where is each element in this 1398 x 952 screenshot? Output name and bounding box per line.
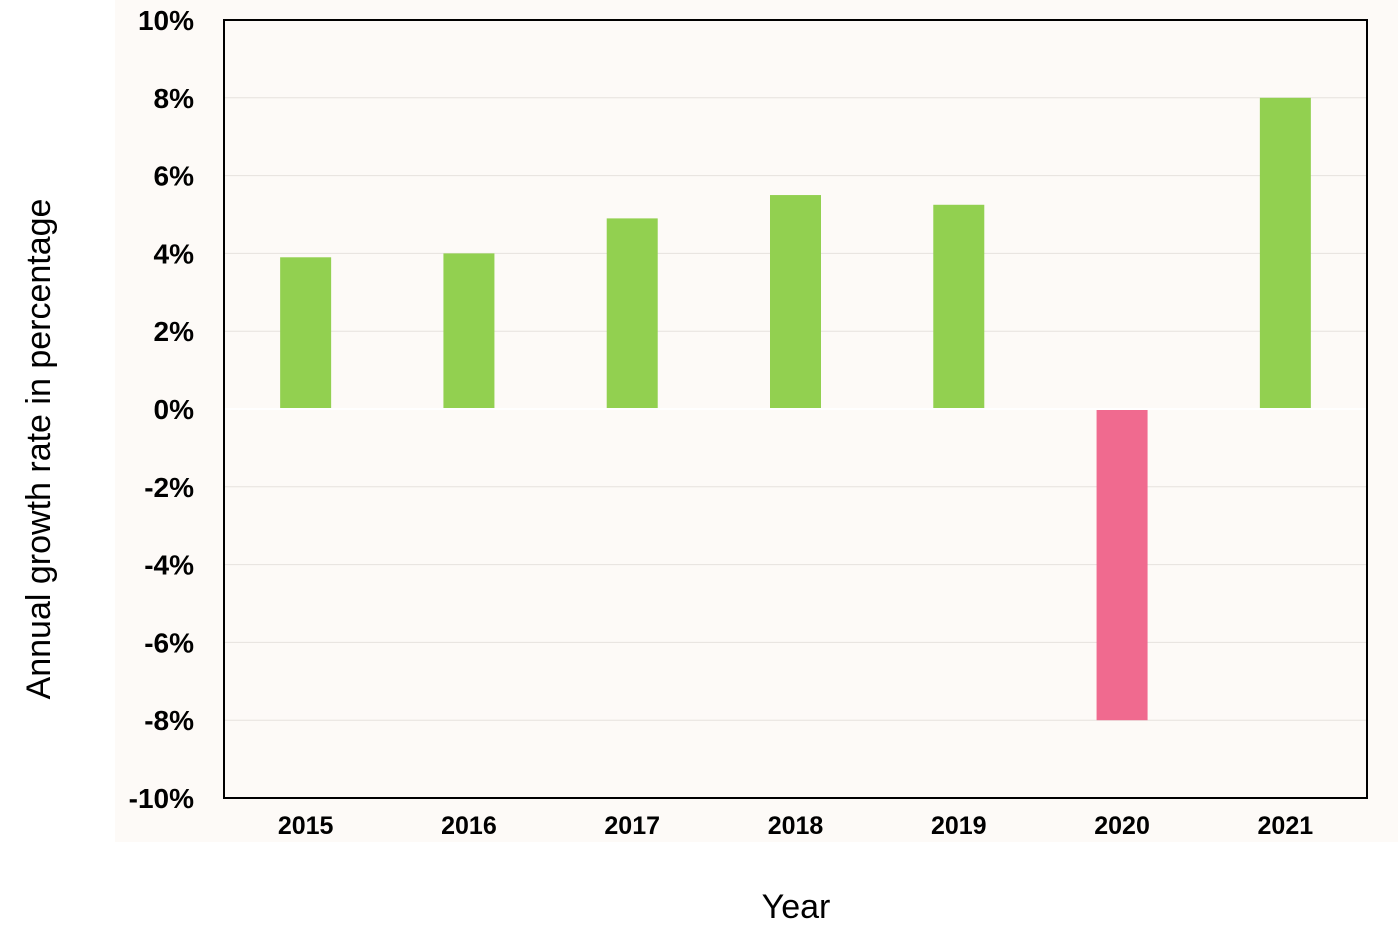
x-tick-label: 2020: [1094, 812, 1150, 840]
y-axis-title: Annual growth rate in percentage: [20, 199, 58, 700]
y-tick-label: 4%: [154, 238, 195, 269]
x-tick-label: 2015: [278, 812, 334, 840]
x-tick-label: 2018: [768, 812, 824, 840]
y-tick-label: -8%: [144, 705, 194, 736]
y-tick-label: -6%: [144, 627, 194, 658]
bar-2020: [1096, 409, 1148, 721]
bar-2018: [770, 195, 821, 409]
bar-2016: [443, 253, 495, 409]
chart-panel-background: [115, 0, 1398, 842]
y-tick-label: -10%: [129, 783, 194, 814]
y-tick-label: 8%: [154, 83, 195, 114]
y-tick-label: -4%: [144, 550, 194, 581]
y-axis-tick-labels: 10% 8% 6% 4% 2% 0% -2% -4% -6% -8% -10%: [129, 5, 194, 814]
y-tick-label: 6%: [154, 161, 195, 192]
x-tick-label: 2021: [1258, 812, 1314, 840]
y-tick-label: 10%: [138, 5, 194, 36]
bar-2015: [280, 257, 332, 409]
y-tick-label: 2%: [154, 316, 195, 347]
x-axis-title: Year: [762, 888, 831, 926]
bar-2017: [606, 218, 658, 409]
x-tick-label: 2016: [441, 812, 497, 840]
y-tick-label: -2%: [144, 472, 194, 503]
bar-2019: [933, 204, 985, 409]
y-tick-label: 0%: [154, 394, 195, 425]
x-tick-label: 2017: [604, 812, 660, 840]
bar-2021: [1259, 97, 1311, 410]
plot-frame: [223, 19, 1368, 799]
bars: [280, 97, 1311, 721]
x-axis-tick-labels: 2015 2016 2017 2018 2019 2020 2021: [278, 812, 1313, 840]
x-tick-label: 2019: [931, 812, 987, 840]
